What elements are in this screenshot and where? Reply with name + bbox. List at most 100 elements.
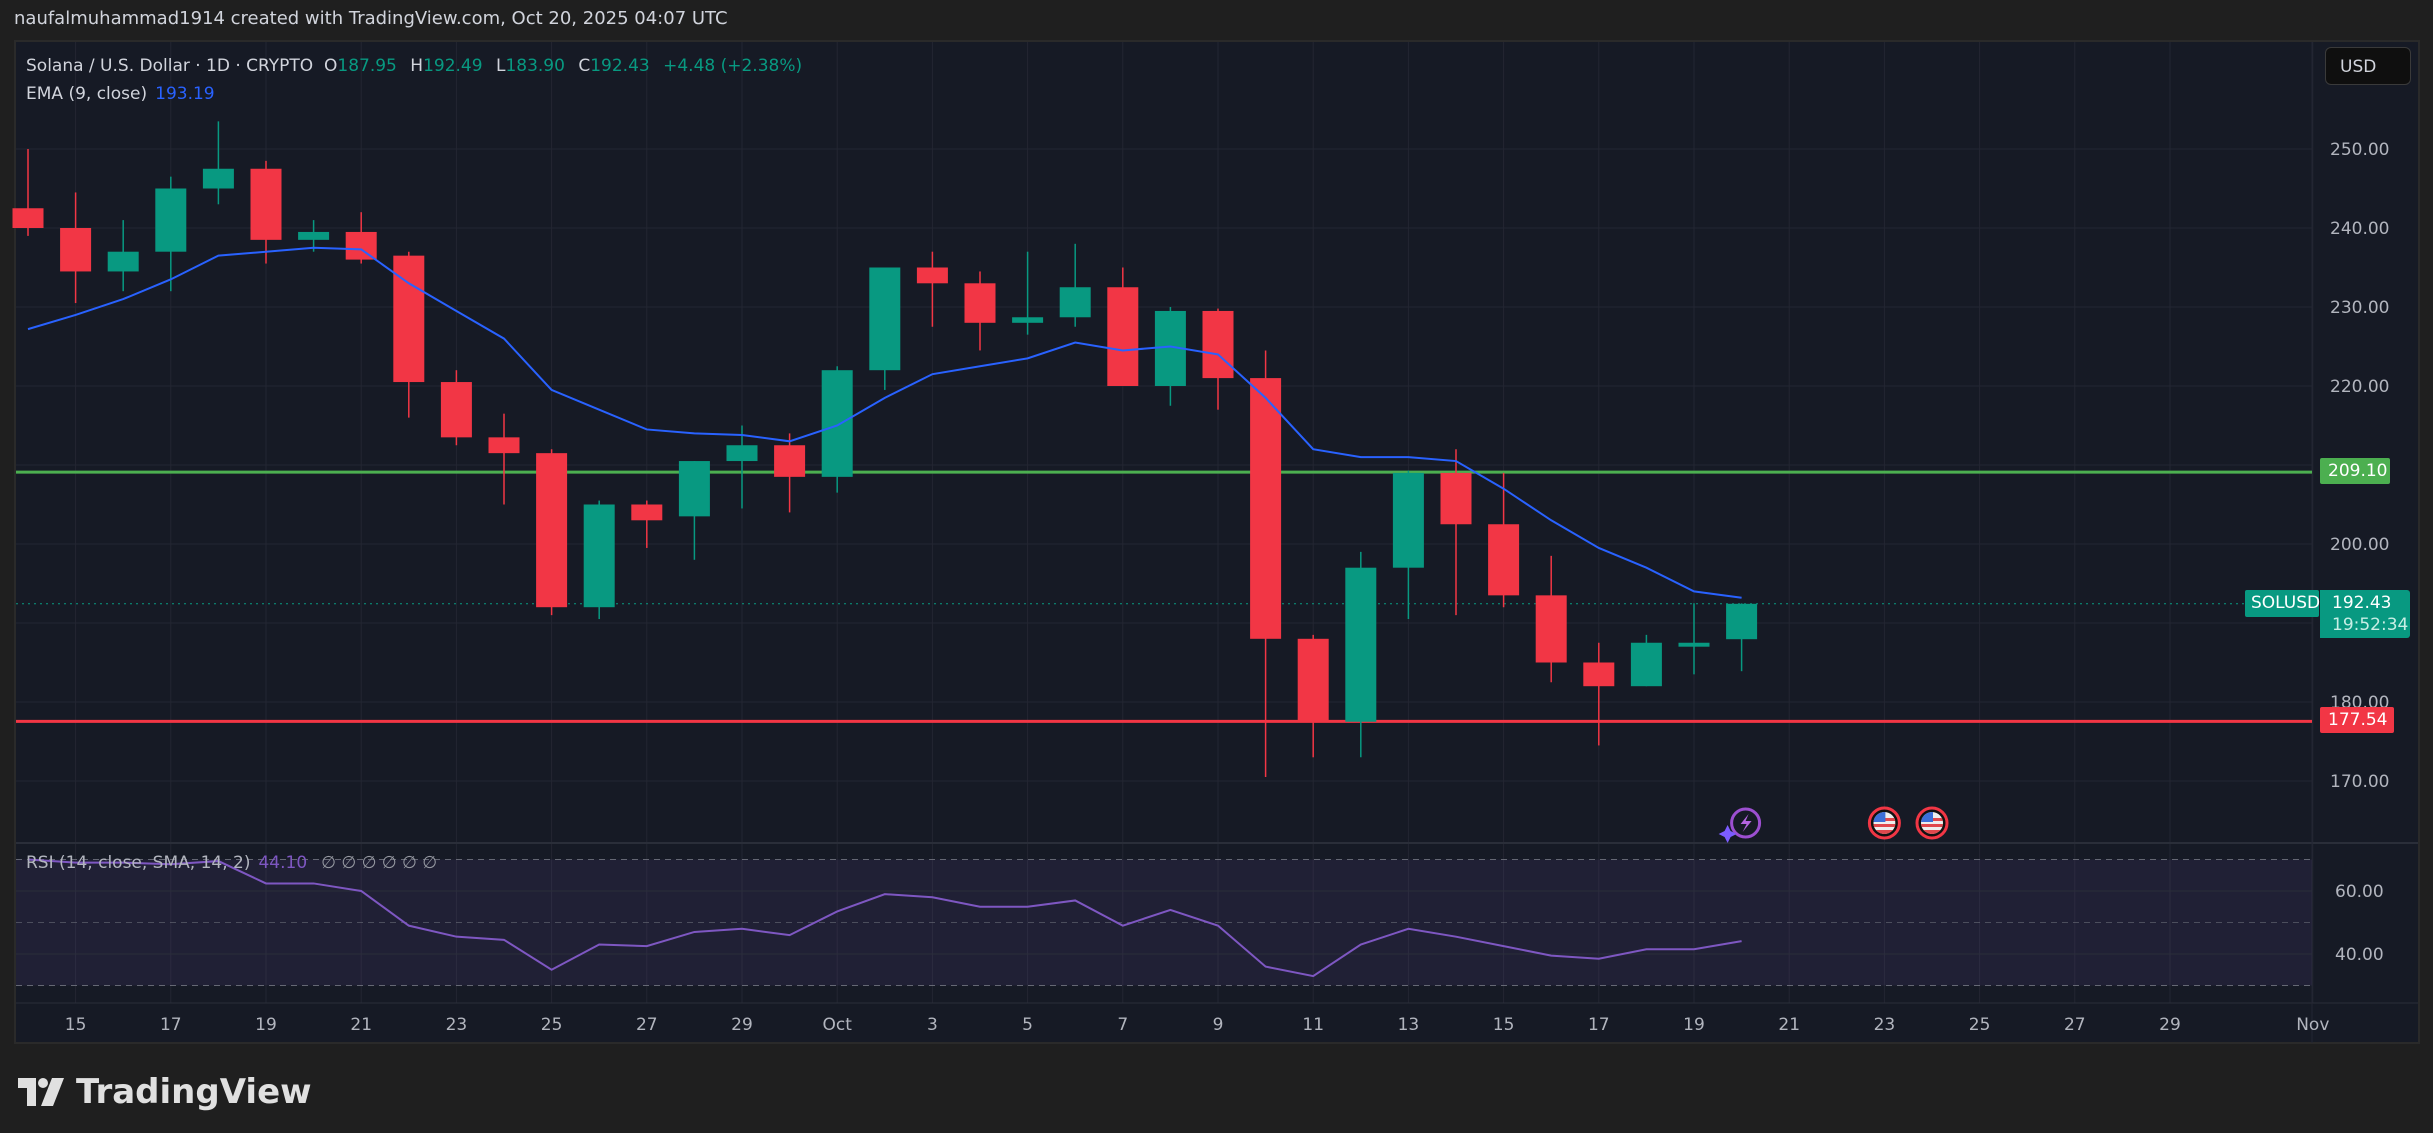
- price-tick-label: 250.00: [2330, 140, 2389, 160]
- time-tick-label: 27: [636, 1015, 658, 1035]
- time-tick-label: 15: [1493, 1015, 1515, 1035]
- price-tick-label: 170.00: [2330, 772, 2389, 792]
- time-tick-label: 3: [927, 1015, 938, 1035]
- candle-body-down: [536, 453, 568, 608]
- symbol-legend: Solana / U.S. Dollar · 1D · CRYPTO O187.…: [26, 52, 810, 108]
- time-tick-label: Nov: [2296, 1015, 2329, 1035]
- chart-credit: naufalmuhammad1914 created with TradingV…: [14, 8, 728, 29]
- candle-body-up: [678, 461, 710, 517]
- candle-body-down: [12, 208, 44, 228]
- symbol-price-tag: SOLUSD: [2245, 590, 2320, 617]
- rsi-tick-label: 40.00: [2335, 945, 2384, 965]
- us-flag-icon[interactable]: [1915, 806, 1949, 840]
- candle-body-up: [869, 267, 901, 371]
- time-tick-label: 29: [2159, 1015, 2181, 1035]
- candle-body-up: [1726, 603, 1758, 640]
- rsi-label[interactable]: RSI (14, close, SMA, 14, 2): [26, 853, 251, 873]
- time-tick-label: 19: [255, 1015, 277, 1035]
- resistance-price-tag: 209.10: [2320, 458, 2390, 484]
- close-value: 192.43: [590, 56, 650, 76]
- candle-body-down: [1202, 310, 1234, 379]
- tradingview-logo-text: TradingView: [76, 1072, 312, 1112]
- last-price: 192.43: [2332, 593, 2392, 613]
- high-value: 192.49: [423, 56, 483, 76]
- symbol-title[interactable]: Solana / U.S. Dollar · 1D · CRYPTO: [26, 56, 314, 76]
- price-tick-label: 230.00: [2330, 298, 2389, 318]
- candle-body-up: [1345, 567, 1377, 722]
- time-tick-label: 15: [65, 1015, 87, 1035]
- time-tick-label: 7: [1117, 1015, 1128, 1035]
- time-tick-label: 17: [160, 1015, 182, 1035]
- lightning-event-icon[interactable]: [1718, 807, 1762, 843]
- last-price-tag: 192.43 19:52:34: [2320, 590, 2410, 638]
- candle-body-down: [60, 228, 92, 272]
- candle-body-up: [107, 251, 139, 272]
- candle-body-up: [1059, 287, 1091, 318]
- time-tick-label: 29: [731, 1015, 753, 1035]
- support-price-tag: 177.54: [2320, 707, 2394, 733]
- chart-frame[interactable]: [14, 40, 2420, 1044]
- candle-body-down: [1440, 472, 1472, 525]
- candle-body-up: [821, 370, 853, 477]
- time-tick-label: 23: [1874, 1015, 1896, 1035]
- tradingview-logo-icon: [18, 1078, 64, 1106]
- candle-body-up: [726, 445, 758, 462]
- rsi-line: [27, 858, 1742, 978]
- candle-body-down: [345, 231, 377, 260]
- rsi-null-values: ∅ ∅ ∅ ∅ ∅ ∅: [321, 853, 438, 873]
- candle-body-down: [1488, 524, 1520, 596]
- time-tick-label: 27: [2064, 1015, 2086, 1035]
- time-tick-label: 21: [350, 1015, 372, 1035]
- time-tick-label: 11: [1302, 1015, 1324, 1035]
- candle-body-up: [1630, 642, 1662, 687]
- high-label: H: [410, 56, 424, 76]
- time-tick-label: 21: [1778, 1015, 1800, 1035]
- time-tick-label: 17: [1588, 1015, 1610, 1035]
- rsi-tick-label: 60.00: [2335, 882, 2384, 902]
- candle-body-up: [1392, 472, 1424, 568]
- candle-body-down: [250, 168, 282, 240]
- candle-body-down: [488, 437, 520, 454]
- open-value: 187.95: [337, 56, 397, 76]
- time-tick-label: Oct: [822, 1015, 852, 1035]
- candle-body-down: [1297, 638, 1329, 722]
- low-value: 183.90: [505, 56, 565, 76]
- candle-body-up: [202, 168, 234, 189]
- currency-button[interactable]: USD: [2325, 47, 2411, 85]
- candle-body-up: [1678, 642, 1710, 647]
- time-tick-label: 25: [1969, 1015, 1991, 1035]
- candle-body-down: [1535, 595, 1567, 663]
- rsi-legend: RSI (14, close, SMA, 14, 2) 44.10 ∅ ∅ ∅ ∅ …: [26, 853, 437, 873]
- low-label: L: [495, 56, 506, 76]
- tradingview-logo[interactable]: TradingView: [18, 1072, 312, 1112]
- ema-label[interactable]: EMA (9, close): [26, 84, 148, 104]
- bar-countdown: 19:52:34: [2332, 615, 2409, 635]
- candle-body-up: [155, 188, 187, 252]
- price-tick-label: 220.00: [2330, 377, 2389, 397]
- close-label: C: [578, 56, 591, 76]
- time-tick-label: 23: [446, 1015, 468, 1035]
- time-tick-label: 5: [1022, 1015, 1033, 1035]
- candle-body-down: [440, 382, 472, 438]
- candle-body-up: [583, 504, 615, 608]
- candle-body-down: [1107, 287, 1139, 386]
- open-label: O: [324, 56, 338, 76]
- ema-value: 193.19: [155, 84, 215, 104]
- candle-body-up: [298, 231, 330, 240]
- candle-body-down: [631, 504, 663, 521]
- candle-body-down: [1583, 662, 1615, 687]
- change-value: +4.48 (+2.38%): [663, 56, 803, 76]
- price-tick-label: 200.00: [2330, 535, 2389, 555]
- rsi-value: 44.10: [258, 853, 308, 873]
- time-tick-label: 19: [1683, 1015, 1705, 1035]
- price-tick-label: 240.00: [2330, 219, 2389, 239]
- candle-body-up: [1012, 317, 1044, 323]
- us-flag-icon[interactable]: [1867, 806, 1901, 840]
- time-tick-label: 13: [1398, 1015, 1420, 1035]
- candle-body-down: [916, 267, 948, 284]
- candle-body-down: [774, 445, 806, 477]
- candle-body-down: [964, 283, 996, 323]
- time-tick-label: 9: [1213, 1015, 1224, 1035]
- candle-body-down: [1250, 378, 1282, 639]
